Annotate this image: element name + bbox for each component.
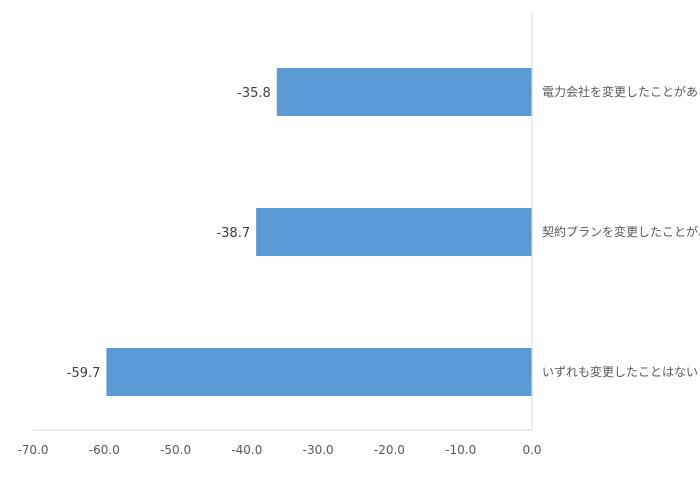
data-label: -38.7	[216, 226, 250, 241]
category-label: 契約プランを変更したことがある	[542, 224, 700, 239]
category-label: いずれも変更したことはない	[542, 364, 698, 379]
x-tick-label: 0.0	[522, 443, 541, 457]
bar	[276, 68, 532, 116]
x-tick-label: -70.0	[17, 443, 48, 457]
category-label: 電力会社を変更したことがある	[542, 84, 700, 99]
x-tick-label: -40.0	[231, 443, 262, 457]
x-tick-label: -50.0	[160, 443, 191, 457]
data-label: -59.7	[67, 366, 101, 381]
x-tick-label: -20.0	[374, 443, 405, 457]
bars-group	[106, 68, 532, 396]
axes-group	[33, 12, 533, 431]
x-tick-label: -10.0	[445, 443, 476, 457]
x-tick-label: -60.0	[89, 443, 120, 457]
bar	[256, 208, 532, 256]
labels-group: -35.8 電力会社を変更したことがある -38.7 契約プランを変更したことがある -…	[17, 84, 700, 457]
data-label: -35.8	[237, 86, 271, 101]
bar	[106, 348, 532, 396]
x-tick-label: -30.0	[303, 443, 334, 457]
